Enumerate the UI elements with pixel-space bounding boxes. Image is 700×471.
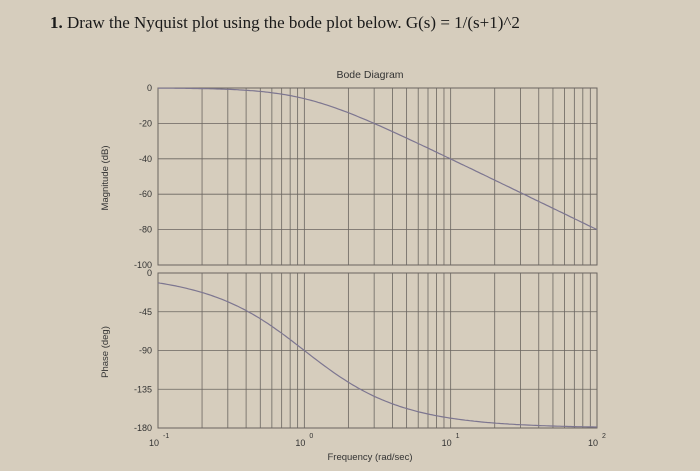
y-tick-label: -90 [139,346,152,356]
x-tick-label: 10 [149,438,159,448]
y-tick-label: 0 [147,268,152,278]
x-tick-exponent: 2 [602,433,606,440]
y-tick-label: 0 [147,83,152,93]
y-tick-label: -180 [134,423,152,433]
y-tick-label: -40 [139,154,152,164]
x-tick-exponent: -1 [163,433,169,440]
y-tick-label: -100 [134,260,152,270]
phase-curve [157,282,597,428]
chart-title: Bode Diagram [336,69,403,81]
phase-ylabel: Phase (deg) [100,326,111,378]
y-tick-label: -60 [139,189,152,199]
y-tick-label: -20 [139,118,152,128]
xlabel: Frequency (rad/sec) [327,452,412,463]
plot-frame [157,87,598,266]
problem-statement: 1. Draw the Nyquist plot using the bode … [50,13,520,33]
problem-text: Draw the Nyquist plot using the bode plo… [67,13,520,32]
x-tick-label: 10 [442,438,452,448]
x-tick-label: 10 [295,438,305,448]
x-tick-exponent: 1 [456,433,460,440]
x-tick-label: 10 [588,438,598,448]
problem-number: 1. [50,13,63,32]
magnitude-ylabel: Magnitude (dB) [100,146,111,211]
y-tick-label: -135 [134,384,152,394]
x-tick-exponent: 0 [309,433,313,440]
y-tick-label: -80 [139,225,152,235]
y-tick-label: -45 [139,307,152,317]
magnitude-curve [158,87,598,231]
